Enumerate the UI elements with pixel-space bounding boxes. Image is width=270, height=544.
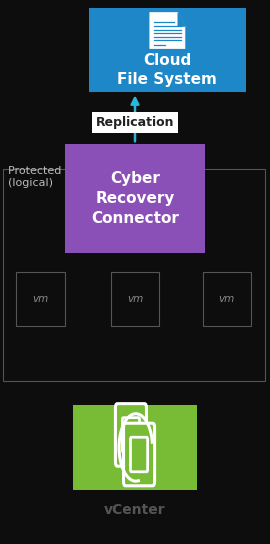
FancyBboxPatch shape bbox=[116, 404, 146, 466]
Text: vm: vm bbox=[32, 294, 49, 304]
Text: Protected site
(logical): Protected site (logical) bbox=[8, 166, 85, 188]
FancyBboxPatch shape bbox=[122, 418, 140, 452]
FancyBboxPatch shape bbox=[124, 423, 154, 486]
Text: vm: vm bbox=[219, 294, 235, 304]
Text: vCenter: vCenter bbox=[104, 503, 166, 517]
Text: Cyber
Recovery
Connector: Cyber Recovery Connector bbox=[91, 171, 179, 226]
Polygon shape bbox=[178, 13, 185, 26]
FancyBboxPatch shape bbox=[73, 405, 197, 490]
Text: Replication: Replication bbox=[96, 116, 174, 129]
Text: Cloud
File System: Cloud File System bbox=[117, 53, 217, 86]
FancyBboxPatch shape bbox=[130, 437, 148, 472]
FancyBboxPatch shape bbox=[89, 8, 246, 92]
Polygon shape bbox=[150, 13, 185, 48]
FancyBboxPatch shape bbox=[65, 144, 205, 253]
Text: vm: vm bbox=[127, 294, 143, 304]
